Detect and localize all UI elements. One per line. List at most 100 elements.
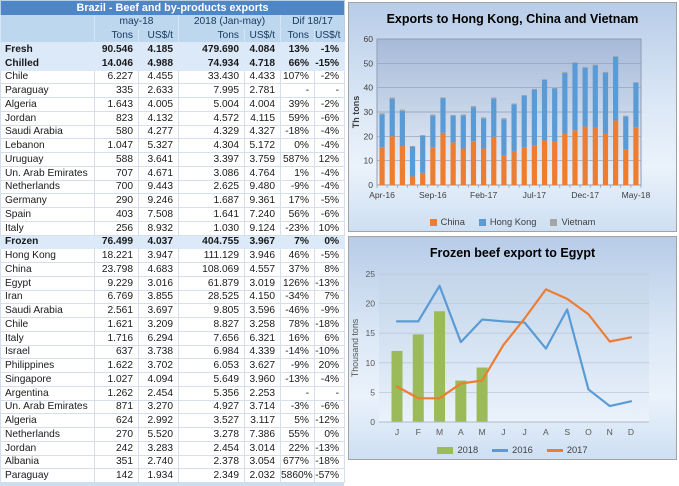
cell-value: 5.356	[178, 385, 245, 401]
cell-value: 1.027	[94, 372, 139, 387]
cell-value: -6%	[313, 399, 346, 415]
cell-value: 7.386	[244, 427, 281, 442]
cell-value: 3.270	[138, 399, 179, 415]
row-label: Jordan	[0, 110, 95, 126]
cell-value: 4.557	[244, 262, 281, 277]
cell-value: 637	[94, 344, 139, 360]
cell-value: -	[280, 385, 315, 401]
svg-text:M: M	[436, 427, 443, 437]
cell-value: 1.047	[94, 138, 139, 153]
table-title: Brazil - Beef and by-products exports	[0, 0, 345, 15]
cell-value: 707	[94, 165, 139, 181]
cell-value: -10%	[313, 344, 346, 360]
cell-value: 16%	[280, 330, 315, 346]
cell-value: 6.769	[94, 289, 139, 305]
row-label: Chile	[0, 69, 95, 85]
cell-value: 3.054	[244, 454, 281, 470]
svg-text:A: A	[458, 427, 464, 437]
svg-text:5: 5	[370, 387, 375, 397]
table-title-row: Brazil - Beef and by-products exports	[0, 0, 345, 15]
row-label: Spain	[0, 207, 95, 222]
row-label: Paraguay	[0, 83, 95, 98]
legend-swatch-icon	[546, 448, 563, 452]
cell-value: 4.455	[138, 69, 179, 85]
cell-value: -4%	[313, 124, 346, 140]
cell-value: 6.053	[178, 358, 245, 373]
legend-label: 2017	[566, 445, 588, 455]
cell-value: -14%	[280, 344, 315, 360]
cell-value: 7.995	[178, 83, 245, 98]
row-label: Albania	[0, 454, 95, 470]
table-row: Hong Kong 18.221 3.947 111.129 3.946 46% -5%	[0, 248, 346, 263]
cell-value: 76.499	[94, 234, 139, 250]
svg-text:20: 20	[363, 131, 373, 141]
svg-text:0: 0	[368, 180, 373, 190]
cell-value: 111.129	[178, 248, 245, 263]
table-row: Iran 6.769 3.855 28.525 4.150 -34% 7%	[0, 289, 346, 305]
legend-item: China	[429, 217, 465, 227]
cell-value: 56%	[280, 207, 315, 222]
cell-value: 0%	[313, 427, 346, 442]
cell-value: 4.329	[178, 124, 245, 140]
cell-value: 4.718	[244, 55, 281, 71]
table-row: Lebanon 1.047 5.327 4.304 5.172 0% -4%	[0, 138, 346, 153]
table-row: Chile 1.621 3.209 8.827 3.258 78% -18%	[0, 317, 346, 332]
row-label: Algeria	[0, 97, 95, 112]
cell-value: 18.221	[94, 248, 139, 263]
cell-value: 3.714	[244, 399, 281, 415]
cell-value: 479.690	[178, 42, 245, 57]
cell-value: 55%	[280, 427, 315, 442]
cell-value: 4.764	[244, 165, 281, 181]
cell-value: 78%	[280, 317, 315, 332]
table-row: Spain 403 7.508 1.641 7.240 56% -6%	[0, 207, 346, 222]
cell-value: -23%	[280, 220, 315, 236]
cell-value: -3%	[280, 399, 315, 415]
cell-value: 28.525	[178, 289, 245, 305]
group-header-2018: 2018 (Jan-may)	[178, 14, 281, 29]
cell-value: 2.633	[138, 83, 179, 98]
cell-value: 2.992	[138, 413, 179, 428]
legend-item: 2018	[437, 445, 478, 455]
table-row: Germany 290 9.246 1.687 9.361 17% -5%	[0, 193, 346, 208]
cell-value: 3.016	[138, 275, 179, 291]
table-row: Algeria 624 2.992 3.527 3.117 5% -12%	[0, 413, 346, 428]
cell-value: -5%	[313, 248, 346, 263]
cell-value: -18%	[280, 124, 315, 140]
row-label: Un. Arab Emirates	[0, 165, 95, 181]
combo-chart: 0 5 10 15 20 25 J F M A M J J A S O N D Thousand tons	[350, 269, 649, 437]
cell-value: 580	[94, 124, 139, 140]
cell-value: 351	[94, 454, 139, 470]
corner-cell	[0, 28, 95, 43]
cell-value: 74.934	[178, 55, 245, 71]
cell-value: 13%	[280, 42, 315, 57]
cell-value: 1.716	[94, 330, 139, 346]
svg-text:10: 10	[365, 358, 375, 368]
table-row: Italy 1.716 6.294 7.656 6.321 16% 6%	[0, 330, 346, 346]
cell-value: 2.454	[138, 385, 179, 401]
legend-swatch-icon	[437, 446, 454, 454]
table-row: Jordan 823 4.132 4.572 4.115 59% -6%	[0, 110, 346, 126]
cell-value: 37%	[280, 262, 315, 277]
cell-value: 700	[94, 179, 139, 195]
svg-text:50: 50	[363, 58, 373, 68]
row-label: Un. Arab Emirates	[0, 399, 95, 415]
cell-value: 3.086	[178, 165, 245, 181]
svg-text:Sep-16: Sep-16	[419, 190, 447, 200]
exports-table: Brazil - Beef and by-products exports ma…	[0, 0, 346, 483]
svg-text:Dec-17: Dec-17	[571, 190, 599, 200]
table-row: Fresh 90.546 4.185 479.690 4.084 13% -1%	[0, 42, 346, 57]
cell-value: 4.572	[178, 110, 245, 126]
cell-value: 3.283	[138, 440, 179, 456]
cell-value: 4.005	[138, 97, 179, 112]
cell-value: 4.304	[178, 138, 245, 153]
table-row: Paraguay 142 1.934 2.349 2.032 5860% -57%	[0, 468, 346, 483]
cell-value: -	[313, 83, 346, 98]
cell-value: 7%	[313, 289, 346, 305]
table-group-header-row: may-18 2018 (Jan-may) Dif 18/17	[0, 14, 345, 29]
row-label: China	[0, 262, 95, 277]
cell-value: 335	[94, 83, 139, 98]
cell-value: 4.339	[244, 344, 281, 360]
row-label: Netherlands	[0, 179, 95, 195]
cell-value: 8.932	[138, 220, 179, 236]
cell-value: 7.240	[244, 207, 281, 222]
